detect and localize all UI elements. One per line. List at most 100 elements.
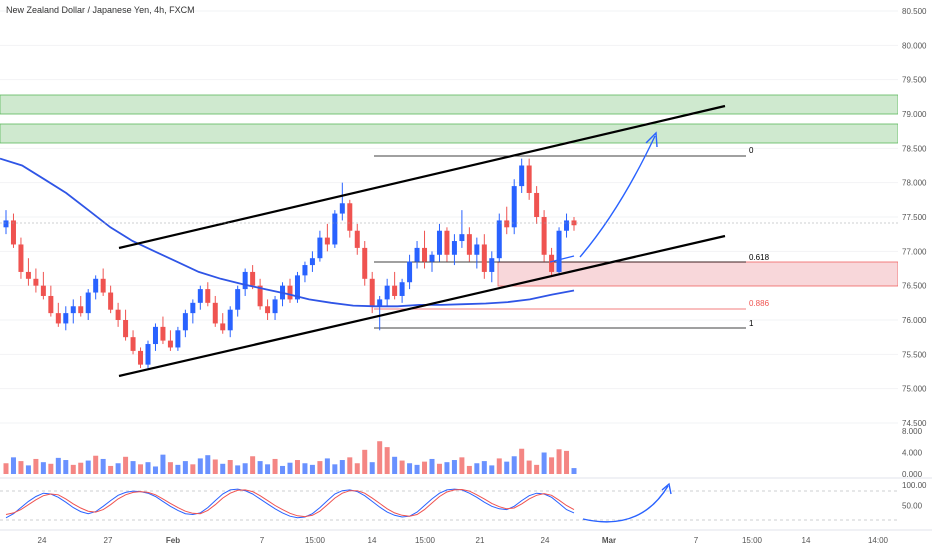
volume-bar xyxy=(339,460,345,474)
candle-body xyxy=(466,234,472,255)
fib-label-1: 1 xyxy=(749,319,754,328)
volume-bar xyxy=(534,464,540,474)
time-tick-label: 7 xyxy=(694,536,699,545)
time-axis: 24 27 Feb 7 15:00 14 15:00 21 24 Mar 7 15:00 14 14:00 xyxy=(38,536,889,545)
candle-body xyxy=(48,295,54,314)
candle-body xyxy=(63,313,69,324)
volume-bar xyxy=(85,460,91,474)
volume-bar xyxy=(287,462,293,474)
candle-body xyxy=(489,258,495,272)
grid xyxy=(0,10,898,424)
volume-bar xyxy=(526,460,532,474)
candle-body xyxy=(347,203,353,231)
candle-body xyxy=(422,247,428,262)
volume-bar xyxy=(324,458,330,474)
candle-body xyxy=(257,285,263,307)
time-tick-label: 15:00 xyxy=(415,536,436,545)
volume-bar xyxy=(302,463,308,474)
candle-body xyxy=(197,289,203,303)
volume-bar xyxy=(332,464,338,474)
volume-bar xyxy=(504,461,510,474)
volume-tick-label: 4.000 xyxy=(902,449,923,458)
supply-zone-lower xyxy=(0,123,899,144)
time-tick-label: 14:00 xyxy=(868,536,889,545)
volume-bars xyxy=(3,441,577,474)
candle-body xyxy=(392,285,398,296)
oscillator-tick-label: 100.00 xyxy=(902,481,927,490)
candle-body xyxy=(93,278,99,293)
volume-bar xyxy=(108,465,114,474)
time-tick-label: 27 xyxy=(104,536,113,545)
candle-body xyxy=(242,271,248,290)
volume-bar xyxy=(481,461,487,474)
price-axis: 80.500 80.000 79.500 79.000 78.500 78.000 77.5… xyxy=(902,7,927,428)
volume-bar xyxy=(317,461,323,474)
volume-bar xyxy=(70,464,76,474)
price-tick-label: 77.000 xyxy=(902,247,927,256)
projection-arrow xyxy=(579,135,656,258)
time-tick-label: Feb xyxy=(166,536,180,545)
volume-bar xyxy=(511,456,517,474)
candle-body xyxy=(541,217,547,255)
oscillator-projection-arrow-head xyxy=(661,482,672,495)
volume-bar xyxy=(429,458,435,474)
volume-bar xyxy=(250,456,256,474)
candle-body xyxy=(160,326,166,341)
price-tick-label: 78.000 xyxy=(902,179,927,188)
price-link-line xyxy=(549,255,575,263)
volume-bar xyxy=(175,464,181,474)
candle-body xyxy=(317,237,323,259)
candle-body xyxy=(115,309,121,320)
candle-body xyxy=(100,278,106,293)
volume-bar xyxy=(227,460,233,474)
candle-body xyxy=(250,271,256,286)
price-tick-label: 80.000 xyxy=(902,41,927,50)
candle-body xyxy=(302,265,308,276)
candle-body xyxy=(10,220,16,245)
candle-body xyxy=(534,192,540,217)
volume-bar xyxy=(190,464,196,474)
candle-body xyxy=(332,213,338,245)
channel-lower-line xyxy=(118,234,726,378)
candle-body xyxy=(294,275,300,300)
volume-bar xyxy=(519,448,525,474)
volume-bar xyxy=(220,463,226,474)
volume-bar xyxy=(399,460,405,474)
price-tick-label: 75.000 xyxy=(902,385,927,394)
price-tick-label: 74.500 xyxy=(902,419,927,428)
volume-bar xyxy=(309,464,315,474)
candle-body xyxy=(3,220,9,228)
time-tick-label: 24 xyxy=(541,536,550,545)
volume-bar xyxy=(451,460,457,474)
candle-body xyxy=(339,203,345,214)
volume-bar xyxy=(436,463,442,474)
price-tick-label: 80.500 xyxy=(902,7,927,16)
candle-body xyxy=(55,313,61,324)
candle-body xyxy=(182,313,188,331)
time-tick-label: Mar xyxy=(602,536,616,545)
volume-bar xyxy=(93,455,99,474)
candle-body xyxy=(407,261,413,283)
candle-body xyxy=(123,320,129,338)
candle-body xyxy=(414,247,420,262)
volume-bar xyxy=(407,463,413,474)
candle-body xyxy=(519,165,525,187)
fib-label-0886: 0.886 xyxy=(749,299,770,308)
volume-bar xyxy=(354,463,360,474)
price-axis-panel xyxy=(898,0,932,550)
oscillator-line-b xyxy=(5,488,575,518)
volume-bar xyxy=(78,462,84,474)
price-tick-label: 79.500 xyxy=(902,76,927,85)
oscillator-projection-arrow xyxy=(582,485,669,523)
volume-bar xyxy=(414,464,420,474)
volume-bar xyxy=(152,466,158,474)
volume-bar xyxy=(138,464,144,474)
volume-bar xyxy=(212,459,218,474)
volume-bar xyxy=(115,463,121,474)
candle-body xyxy=(85,292,91,314)
candle-body xyxy=(205,289,211,303)
time-tick-label: 14 xyxy=(368,536,377,545)
volume-tick-label: 8.000 xyxy=(902,427,923,436)
moving-average-line xyxy=(0,157,575,308)
